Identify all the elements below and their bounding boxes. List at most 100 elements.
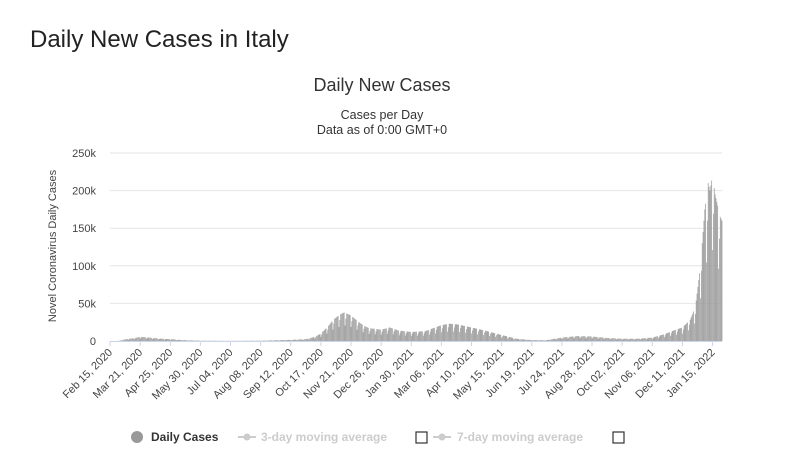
- bar: [501, 337, 503, 341]
- bar: [427, 330, 428, 341]
- bar: [393, 331, 395, 341]
- bar: [460, 325, 462, 341]
- bar: [620, 338, 622, 341]
- bar: [282, 340, 284, 341]
- bar: [371, 328, 373, 341]
- bar: [657, 336, 658, 341]
- bar: [553, 338, 555, 341]
- bar: [694, 313, 696, 341]
- bar: [387, 330, 389, 341]
- bar: [360, 323, 361, 341]
- bar: [638, 338, 639, 341]
- bar: [665, 333, 667, 341]
- checkbox-3day[interactable]: [415, 431, 428, 444]
- bar: [490, 332, 492, 341]
- bar: [639, 339, 641, 341]
- bar: [138, 337, 140, 341]
- chart-subtitle: Cases per Day: [341, 108, 424, 122]
- bar: [684, 324, 686, 341]
- bar: [719, 238, 720, 341]
- bar: [498, 334, 500, 341]
- bar: [404, 331, 405, 341]
- bar: [597, 338, 599, 341]
- bar: [507, 338, 509, 341]
- bar: [416, 331, 417, 341]
- bar: [563, 337, 564, 341]
- bar: [324, 329, 326, 341]
- legend-marker-3day: [243, 433, 251, 441]
- bar: [626, 338, 628, 341]
- bar: [299, 339, 301, 341]
- bar: [287, 339, 289, 341]
- bar: [391, 328, 393, 341]
- bar: [128, 339, 130, 341]
- bar: [554, 338, 556, 341]
- bar: [341, 313, 342, 341]
- bar: [137, 337, 138, 341]
- y-tick-label: 0: [90, 336, 96, 348]
- bar: [396, 329, 397, 341]
- bar: [358, 321, 360, 341]
- bar: [316, 335, 317, 341]
- bar: [677, 328, 679, 341]
- bar: [515, 338, 516, 341]
- bar: [492, 332, 494, 341]
- bar: [410, 336, 412, 341]
- bar: [481, 329, 483, 341]
- bar: [150, 337, 151, 341]
- legend-item-7day-average[interactable]: 7-day moving average: [433, 430, 625, 444]
- bar: [176, 339, 178, 341]
- bar: [689, 319, 691, 341]
- bar: [569, 336, 571, 341]
- bar: [560, 337, 562, 341]
- bar: [290, 340, 292, 341]
- legend-item-daily-cases[interactable]: Daily Cases: [131, 430, 219, 444]
- bar: [518, 338, 520, 341]
- bar: [564, 337, 566, 341]
- bar: [571, 336, 573, 341]
- bar: [717, 205, 719, 341]
- bar: [414, 331, 416, 341]
- bar: [343, 312, 345, 341]
- bar: [136, 337, 138, 341]
- bar: [444, 324, 446, 341]
- bar: [579, 338, 581, 341]
- bar: [539, 340, 540, 341]
- y-axis-label: Novel Coronavirus Daily Cases: [47, 169, 59, 322]
- bar: [471, 333, 472, 341]
- bar: [181, 340, 183, 341]
- bar: [654, 336, 656, 341]
- bar: [370, 328, 372, 341]
- bar: [425, 330, 427, 341]
- bar: [385, 328, 386, 341]
- legend-item-3day-average[interactable]: 3-day moving average: [238, 430, 428, 444]
- bar: [428, 329, 429, 341]
- bar: [400, 330, 402, 341]
- bar: [130, 338, 132, 341]
- bar: [372, 328, 373, 341]
- bar: [479, 329, 481, 341]
- bar: [692, 313, 694, 341]
- bar: [658, 336, 660, 341]
- bar: [449, 323, 451, 341]
- bar: [325, 328, 327, 341]
- bar: [614, 338, 616, 341]
- bar: [187, 340, 188, 341]
- bar: [663, 334, 664, 341]
- bar: [570, 336, 571, 341]
- bar: [551, 339, 552, 341]
- bar: [306, 338, 308, 341]
- bar: [601, 337, 603, 341]
- bar: [148, 337, 150, 341]
- bar: [605, 337, 607, 341]
- bar: [576, 336, 577, 341]
- bar: [712, 250, 713, 341]
- bar: [464, 325, 465, 341]
- bar: [394, 329, 396, 341]
- bar: [625, 338, 626, 341]
- bar: [342, 313, 343, 341]
- bar: [660, 335, 662, 341]
- checkbox-7day[interactable]: [612, 431, 625, 444]
- bar: [473, 328, 475, 341]
